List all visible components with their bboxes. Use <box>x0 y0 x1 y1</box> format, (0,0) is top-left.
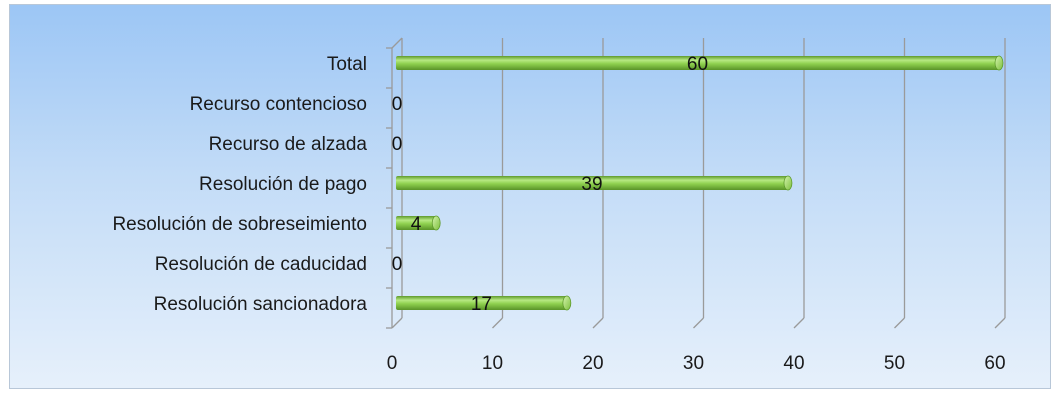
x-tick-label-30: 30 <box>683 353 704 374</box>
x-tick-label-0: 0 <box>387 353 398 374</box>
x-tick-label-20: 20 <box>582 353 603 374</box>
floor-connector-10 <box>492 317 503 329</box>
bar-cap-2 <box>431 215 441 231</box>
floor-connector-60 <box>994 317 1006 329</box>
y-axis-top-connector <box>391 37 403 49</box>
x-tick-label-10: 10 <box>482 353 503 374</box>
data-label-0: 17 <box>471 294 492 315</box>
bars-layer <box>396 55 1004 311</box>
bar-2 <box>396 216 437 230</box>
axis-layer <box>386 37 403 329</box>
category-label-2: Resolución de sobreseimiento <box>112 214 367 235</box>
data-label-2: 4 <box>411 214 422 235</box>
floor-connector-30 <box>693 317 704 329</box>
data-label-4: 0 <box>392 134 403 155</box>
bar-cap-0 <box>562 295 572 311</box>
category-label-5: Recurso contencioso <box>190 94 367 115</box>
category-label-6: Total <box>327 54 367 75</box>
grid-layer <box>391 38 1006 329</box>
x-tick-label-50: 50 <box>884 353 905 374</box>
category-label-1: Resolución de caducidad <box>155 254 367 275</box>
category-label-0: Resolución sancionadora <box>154 294 368 315</box>
data-label-5: 0 <box>392 94 403 115</box>
bar-3 <box>396 176 788 190</box>
floor-connector-20 <box>592 317 604 329</box>
bar-cap-6 <box>994 55 1004 71</box>
floor-connector-40 <box>793 317 805 329</box>
data-label-6: 60 <box>687 54 708 75</box>
data-label-1: 0 <box>392 254 403 275</box>
bar-0 <box>396 296 567 310</box>
data-label-3: 39 <box>581 174 602 195</box>
bar-cap-3 <box>783 175 793 191</box>
category-label-3: Resolución de pago <box>199 174 367 195</box>
x-tick-label-60: 60 <box>984 353 1005 374</box>
floor-connector-50 <box>894 317 905 329</box>
category-label-4: Recurso de alzada <box>209 134 368 155</box>
bar-6 <box>396 56 999 70</box>
x-tick-label-40: 40 <box>783 353 804 374</box>
floor-connector-0 <box>391 317 403 329</box>
